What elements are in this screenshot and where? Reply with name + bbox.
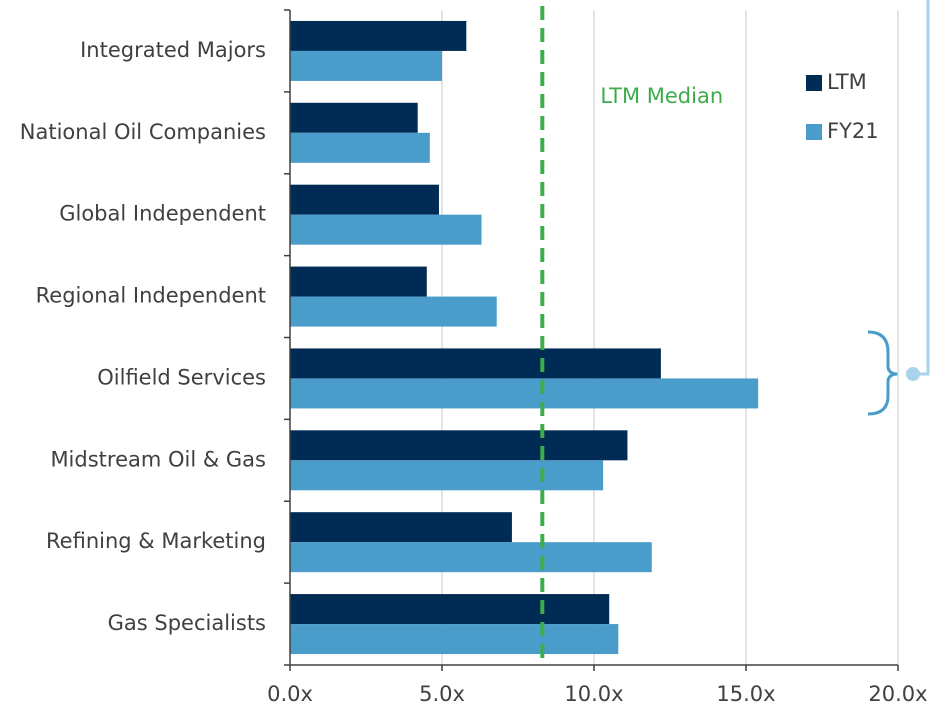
bar xyxy=(290,214,482,245)
x-tick-label: 15.0x xyxy=(716,682,775,706)
bar xyxy=(290,132,430,163)
category-label: Global Independent xyxy=(59,202,266,226)
legend-label: LTM xyxy=(827,70,867,94)
bar xyxy=(290,348,661,379)
legend-label: FY21 xyxy=(827,119,879,143)
bar xyxy=(290,378,759,409)
x-tick-label: 0.0x xyxy=(267,682,313,706)
bar xyxy=(290,460,604,491)
x-tick-label: 5.0x xyxy=(419,682,465,706)
bar xyxy=(290,102,418,133)
category-label: Refining & Marketing xyxy=(46,529,266,553)
bar xyxy=(290,594,610,625)
bar xyxy=(290,624,619,655)
category-label: National Oil Companies xyxy=(20,120,266,144)
category-label: Regional Independent xyxy=(36,284,266,308)
bar xyxy=(290,184,439,215)
x-tick-label: 10.0x xyxy=(564,682,623,706)
bar xyxy=(290,266,427,297)
bar xyxy=(290,542,652,573)
bar xyxy=(290,50,442,81)
connector xyxy=(913,0,930,376)
legend-swatch xyxy=(806,75,822,91)
bar xyxy=(290,430,628,461)
category-label: Midstream Oil & Gas xyxy=(50,447,266,471)
x-tick-label: 20.0x xyxy=(868,682,927,706)
bracket xyxy=(867,330,899,416)
category-label: Gas Specialists xyxy=(108,611,266,635)
median-label: LTM Median xyxy=(600,84,723,108)
connector-dot xyxy=(906,367,920,381)
category-label: Integrated Majors xyxy=(80,38,266,62)
legend-swatch xyxy=(806,124,822,140)
bar xyxy=(290,512,512,543)
bar xyxy=(290,20,467,51)
category-label: Oilfield Services xyxy=(97,365,266,389)
bar xyxy=(290,296,497,327)
